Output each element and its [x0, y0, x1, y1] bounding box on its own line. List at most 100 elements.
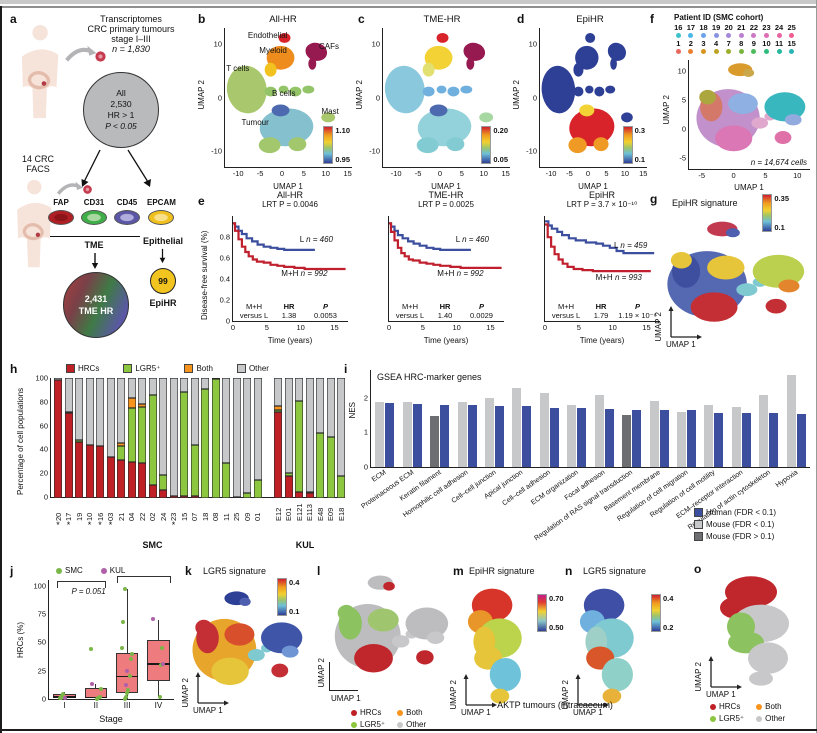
stacked-bar-15: 15 [179, 378, 189, 530]
kul-bar-group: E12 E01 E121 E113 E48 E09 E18 [273, 378, 346, 530]
epihr-signature-title: EpiHR signature [672, 198, 738, 208]
nes-bar-pair: ECM organization [530, 370, 590, 507]
cluster-label-tumour: Tumour [241, 118, 269, 128]
panel-i: i GSEA HRC-marker genes ECM Proteinaceous… [342, 362, 817, 560]
tme-hr-circle: 2,431 TME HR [63, 272, 129, 338]
population-legend: HRCs LGR5⁺ Both Other [351, 708, 434, 729]
stacked-bar-E113: E113 [305, 378, 315, 530]
colorbar: 0.70 0.50 [537, 594, 564, 632]
stage-ticks: I II III IV [63, 701, 163, 710]
epihr-circle: 99 [150, 268, 176, 294]
umap-axis-arrows: UMAP 2 UMAP 1 [181, 666, 235, 724]
panel-letter-c: c [358, 12, 365, 26]
left-rule [0, 6, 2, 733]
umap2-axis-label: UMAP 2 [355, 80, 364, 110]
panel-g: g EpiHR signature 0.35 0.1 UMAP 2 UMAP 1 [650, 192, 817, 362]
panel-letter-h: h [10, 362, 18, 376]
facs-marker-cd45: CD45 [114, 198, 140, 225]
smc-cohort-label: SMC [142, 540, 163, 550]
facs-marker-row: FAP CD31 CD45 EPCAM [48, 198, 176, 225]
y-ticks: 0 25 50 75 100 [33, 581, 46, 704]
panel-a: a Transcriptomes CRC primary tumours sta… [8, 10, 198, 360]
stacked-bar-24: 24 [158, 378, 168, 530]
y-ticks: 10 0 -10 [526, 39, 537, 156]
lgr5-signature-title: LGR5 signature [203, 566, 267, 576]
colorbar: 0.4 0.2 [651, 594, 673, 632]
panel-l: l UMAP 2 UMAP 1 HRCs LGR5⁺ Both Other [315, 562, 457, 733]
panel-m: m EpiHR signature 0.70 0.50 UMAP 2 UMAP 1 [449, 562, 569, 733]
panel-n: n LGR5 signature 0.4 0.2 UMAP 2 UMAP 1 [561, 562, 692, 733]
survival-lrt: LRT P = 3.7 × 10⁻¹⁰ [566, 200, 638, 209]
panel-h: h HRCs LGR5⁺ Both Other Percentage of cell … [8, 362, 346, 560]
patient-id-row-1: 16 17 18 19 20 21 22 23 24 25 [672, 24, 798, 38]
stage-bracket-left [56, 581, 106, 589]
group-label-mid-high: M+H n = 993 [595, 272, 642, 282]
umap-title-all-hr: All-HR [269, 14, 297, 25]
group-label-mid-high: M+H n = 992 [281, 268, 328, 278]
group-label-low: L n = 460 [455, 234, 489, 244]
group-label-low: L n = 460 [299, 234, 333, 244]
panel-d: d EpiHR 0.3 0.1 10 0 -10 -10 -5 0 5 10 15 UMAP 2… [512, 10, 648, 196]
stacked-bar-08: 08 [211, 378, 221, 530]
stage-bracket-right [116, 576, 171, 584]
facs-marker-epcam: EPCAM [147, 198, 176, 225]
stacked-bar-02: 02 [148, 378, 158, 530]
stage-axis-label: Stage [99, 714, 123, 724]
stacked-bar-25: 25 [232, 378, 242, 530]
umap-scatter [327, 572, 453, 692]
intro-line-2: CRC primary tumours [87, 24, 175, 34]
group-label-mid-high: M+H n = 992 [437, 268, 484, 278]
lgr5-signature-title: LGR5 signature [583, 566, 647, 576]
umap1-axis-label: UMAP 1 [734, 183, 764, 192]
umap-scatter [569, 582, 647, 706]
umap2-axis-label: UMAP 2 [662, 95, 671, 125]
umap1-axis-label: UMAP 1 [273, 182, 303, 191]
survival-curves [545, 220, 655, 273]
colorbar: 0.35 0.1 [762, 194, 789, 232]
colorbar: 0.3 0.1 [622, 126, 645, 164]
survival-title: All-HR [277, 190, 303, 200]
intro-line-4: n = 1,830 [112, 44, 150, 54]
y-ticks: 10 5 0 -5 [677, 66, 686, 163]
panel-letter-i: i [344, 362, 348, 376]
diverging-arrows-icon [81, 149, 151, 187]
smc-bar-group: 20 * 17 * 19 10 * 16 * 03 * 21 04 22 02 24 23 * 15 07 18 08 11… [53, 378, 263, 530]
top-rule-2 [0, 6, 817, 8]
stacked-bar-09: 09 [242, 378, 252, 530]
cluster-label-mast: Mast [321, 107, 339, 117]
panel-j: j SMC KUL HRCs (%) P = 0.051 0 25 50 75 100 I… [8, 562, 183, 733]
time-axis-label: Time (years) [579, 336, 625, 345]
intro-line-1: Transcriptomes [100, 14, 162, 24]
cohort-legend: SMC KUL [56, 566, 133, 575]
cluster-label-b-cells: B cells [271, 89, 296, 99]
cell-count-label: n = 14,674 cells [750, 158, 807, 167]
p-value-label: P = 0.051 [71, 587, 106, 597]
panel-letter-d: d [517, 12, 525, 26]
nes-bar-pair: ECM–receptor interaction [675, 370, 755, 520]
tme-label: TME [84, 240, 104, 250]
species-legend: Human (FDR < 0.1) Mouse (FDR < 0.1) Mouse … [694, 508, 784, 541]
x-ticks: 0 5 10 15 [386, 323, 495, 332]
bottom-rule [0, 729, 817, 731]
survival-plot-all-hr: All-HR LRT P = 0.0046 L n = 460 M+H n = … [220, 190, 348, 362]
umap2-axis-label: UMAP 2 [197, 80, 206, 110]
nes-bar-pair: Keratin filament [398, 370, 453, 503]
facs-line-2: FACS [26, 164, 50, 174]
percentage-axis-label: Percentage of cell populations [16, 387, 25, 495]
survival-plot-epihr: EpiHR LRT P = 3.7 × 10⁻¹⁰ L n = 459 M+H … [543, 190, 660, 362]
epihr-signature-title: EpiHR signature [469, 566, 535, 576]
nes-bar-pair: Hypoxia [774, 370, 810, 489]
kul-cohort-label: KUL [295, 540, 315, 550]
nes-bar-pair: Homophilic cell adhesion [402, 370, 480, 519]
umap-scatter [185, 588, 307, 704]
nes-bar-pair: Basement membrane [603, 370, 672, 513]
panel-letter-f: f [650, 12, 654, 26]
nes-bar-pair: Proteinaceous ECM [360, 370, 425, 510]
stacked-bar-11: 11 [221, 378, 231, 530]
patient-id-title: Patient ID (SMC cohort) [674, 13, 764, 22]
stacked-bar-01: 01 [253, 378, 263, 530]
facs-marker-cd31: CD31 [81, 198, 107, 225]
curved-arrow-icon [65, 45, 97, 62]
down-arrow-icon [91, 253, 99, 269]
